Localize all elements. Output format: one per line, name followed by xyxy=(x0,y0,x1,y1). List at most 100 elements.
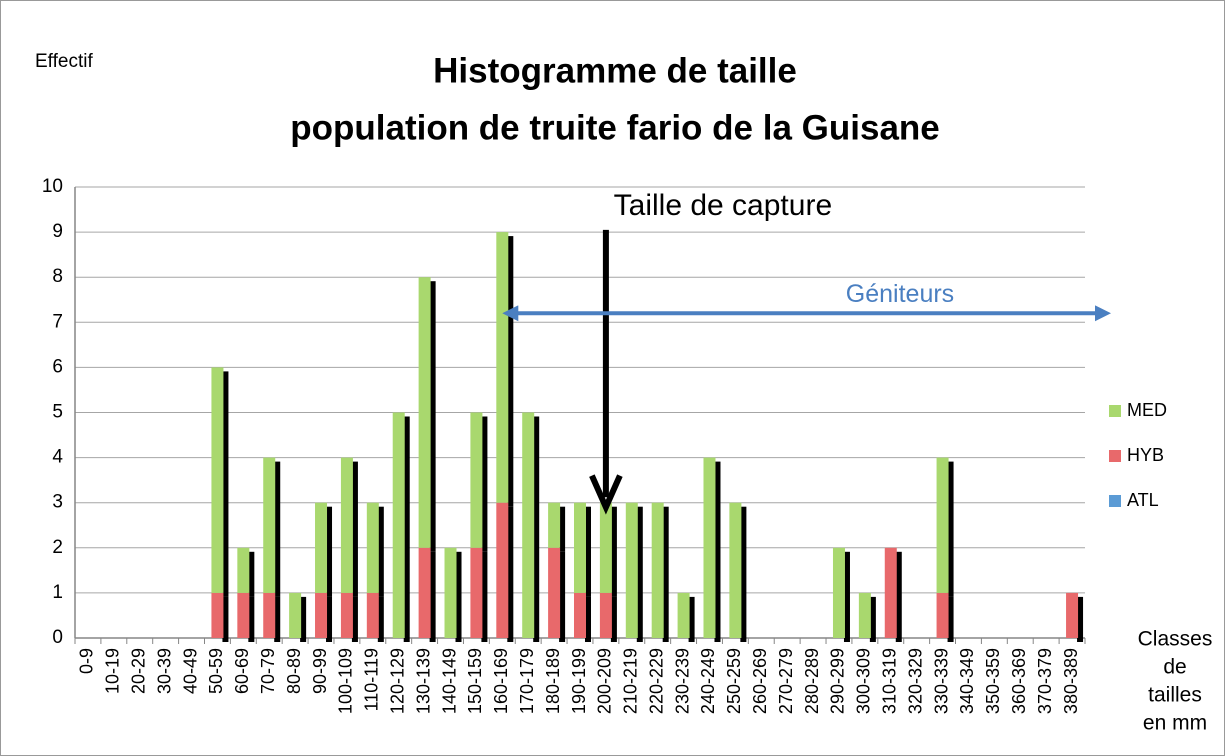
bar xyxy=(677,592,690,638)
legend-swatch xyxy=(1109,495,1121,507)
bar-shadow xyxy=(559,551,566,642)
bar-shadow xyxy=(843,551,850,642)
x-tick-label: 190-199 xyxy=(569,648,589,714)
bar-shadow xyxy=(507,236,514,507)
bar xyxy=(936,457,949,593)
x-tick-label: 370-379 xyxy=(1035,648,1055,714)
bar-shadow xyxy=(947,461,954,597)
bar xyxy=(444,547,457,638)
chart-title: population de truite fario de la Guisane xyxy=(290,108,940,147)
bar xyxy=(729,502,742,638)
bar xyxy=(496,502,509,638)
x-tick-label: 270-279 xyxy=(776,648,796,714)
bar-shadow xyxy=(714,461,721,642)
bar xyxy=(470,412,483,548)
capture-arrowhead xyxy=(589,474,623,515)
bar-shadow xyxy=(274,596,281,642)
bar xyxy=(366,592,379,638)
bar-shadow xyxy=(326,506,333,597)
bar xyxy=(548,547,561,638)
bar-shadow xyxy=(1077,596,1084,642)
x-tick-label: 120-129 xyxy=(387,648,407,714)
x-tick-label: 350-359 xyxy=(983,648,1003,714)
annotation: Géniteurs xyxy=(846,280,954,308)
bar xyxy=(263,457,276,593)
x-tick-label: 110-119 xyxy=(362,648,382,711)
x-tick-label: 100-109 xyxy=(336,648,356,714)
y-tick-label: 4 xyxy=(52,447,63,468)
bar xyxy=(366,502,379,593)
x-tick-label: 300-309 xyxy=(854,648,874,714)
x-tick-label: 10-19 xyxy=(103,648,123,694)
x-tick-label: 80-89 xyxy=(284,648,304,694)
x-tick-label: 60-69 xyxy=(232,648,252,694)
x-tick-label: 200-209 xyxy=(595,648,615,714)
bar xyxy=(599,592,612,638)
bar xyxy=(418,547,431,638)
bar-shadow xyxy=(377,596,384,642)
legend-label: HYB xyxy=(1127,445,1164,465)
bar-shadow xyxy=(636,506,643,642)
bar-shadow xyxy=(326,596,333,642)
annotation: Taille de capture xyxy=(614,189,832,222)
bar-shadow xyxy=(481,551,488,642)
y-tick-label: 8 xyxy=(52,266,63,287)
x-tick-label: 30-39 xyxy=(154,648,174,694)
bar-shadow xyxy=(248,596,255,642)
bar xyxy=(574,502,586,593)
x-tick-label: 320-329 xyxy=(905,648,925,714)
bar xyxy=(315,502,328,593)
bar xyxy=(548,502,561,548)
y-axis-label: Effectif xyxy=(35,51,93,72)
bar-shadow xyxy=(222,371,229,597)
legend-label: ATL xyxy=(1127,490,1159,510)
x-tick-label: 310-319 xyxy=(880,648,900,714)
legend-swatch xyxy=(1109,405,1121,417)
bar-shadow xyxy=(248,551,255,597)
bar-shadow xyxy=(869,596,876,642)
y-tick-label: 10 xyxy=(42,176,63,197)
bar-shadow xyxy=(610,506,617,597)
bar xyxy=(392,412,405,638)
x-tick-label: 70-79 xyxy=(258,648,278,694)
bar xyxy=(289,592,302,638)
bar xyxy=(599,502,612,593)
y-tick-label: 3 xyxy=(52,492,63,513)
bar-shadow xyxy=(533,416,540,642)
x-tick-label: 330-339 xyxy=(931,648,951,714)
bar-shadow xyxy=(481,416,488,552)
bar xyxy=(858,592,871,638)
bar-shadow xyxy=(429,281,436,552)
x-tick-label: 380-389 xyxy=(1061,648,1081,714)
bar-shadow xyxy=(351,461,358,597)
x-tick-label: 230-239 xyxy=(672,648,692,714)
bar-shadow xyxy=(585,596,591,642)
bar-shadow xyxy=(559,506,566,552)
x-axis-label: tailles xyxy=(1148,684,1202,707)
bar-shadow xyxy=(507,506,514,642)
bar xyxy=(625,502,638,638)
y-tick-label: 6 xyxy=(52,356,63,377)
bar-shadow xyxy=(274,461,281,597)
bar-shadow xyxy=(377,506,384,597)
bar-shadow xyxy=(610,596,617,642)
bar-shadow xyxy=(740,506,747,642)
x-axis-label: de xyxy=(1163,656,1186,679)
y-tick-label: 5 xyxy=(52,402,63,423)
x-tick-label: 340-349 xyxy=(957,648,977,714)
x-tick-label: 0-9 xyxy=(77,648,97,674)
legend-swatch xyxy=(1109,450,1121,462)
bar xyxy=(884,547,897,638)
x-tick-label: 90-99 xyxy=(310,648,330,694)
x-tick-label: 220-229 xyxy=(646,648,666,714)
bar xyxy=(263,592,276,638)
y-tick-label: 9 xyxy=(52,221,63,242)
bar-shadow xyxy=(403,416,410,642)
bar-shadow xyxy=(222,596,229,642)
x-tick-label: 290-299 xyxy=(828,648,848,714)
y-tick-label: 7 xyxy=(52,311,63,332)
y-tick-label: 0 xyxy=(52,627,63,648)
chart-title: Histogramme de taille xyxy=(433,51,797,90)
x-tick-label: 40-49 xyxy=(180,648,200,694)
